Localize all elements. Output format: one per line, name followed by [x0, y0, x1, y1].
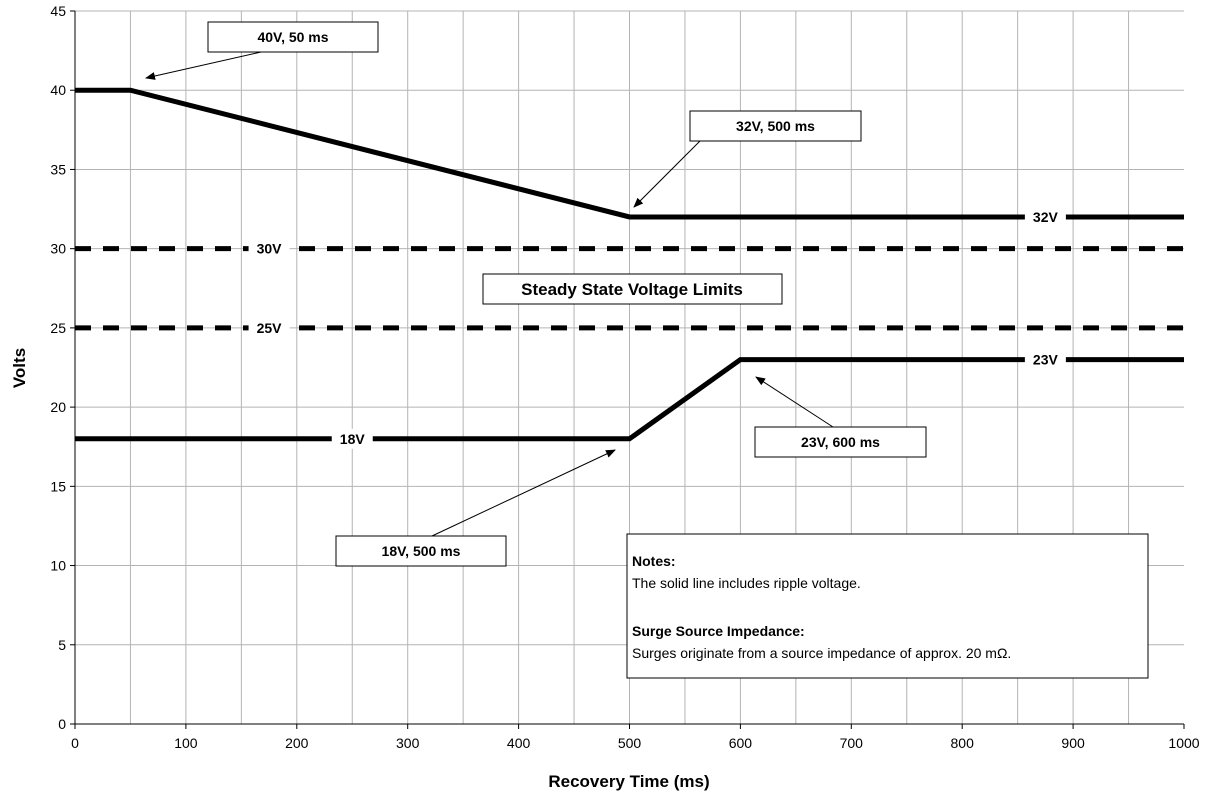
x-tick-label: 100	[174, 735, 198, 751]
y-tick-label: 5	[58, 637, 66, 653]
line-label-background	[331, 428, 373, 449]
x-tick-label: 200	[285, 735, 309, 751]
axes: 0 5 10 15 20 25 30 35 40 45 0 100 200 300 400 500 600 700…	[50, 3, 1199, 751]
line-label: 32V	[1033, 209, 1059, 225]
line-label: 23V	[1033, 352, 1059, 368]
callout-box	[754, 426, 927, 458]
callout-arrow	[633, 140, 701, 208]
y-tick-label: 30	[50, 241, 66, 257]
line-label: 30V	[257, 241, 283, 257]
x-axis-title: Recovery Time (ms)	[548, 772, 709, 791]
steady-state-label: Steady State Voltage Limits	[521, 280, 743, 299]
y-tick-label: 45	[50, 3, 66, 19]
notes-heading: Notes:	[632, 553, 676, 569]
callout-arrow	[431, 449, 616, 537]
line-label-background	[248, 238, 290, 259]
y-tick-label: 35	[50, 161, 66, 177]
x-tick-label: 700	[840, 735, 864, 751]
y-axis-title: Volts	[10, 348, 29, 388]
solid-voltage-line	[75, 87, 1184, 220]
steady-state-band: Steady State Voltage Limits	[482, 273, 783, 305]
x-tick-label: 400	[507, 735, 531, 751]
y-tick-label: 10	[50, 558, 66, 574]
line-labels: 32V 18V 23V 30V 25V	[248, 206, 1066, 449]
y-tick-label: 15	[50, 478, 66, 494]
callout-label: 18V, 500 ms	[382, 543, 461, 559]
y-tick-label: 0	[58, 716, 66, 732]
x-tick-label: 300	[396, 735, 420, 751]
x-tick-label: 900	[1061, 735, 1085, 751]
callout-box	[207, 21, 379, 53]
notes-line-ripple: The solid line includes ripple voltage.	[632, 575, 861, 591]
callout-label: 40V, 50 ms	[257, 29, 328, 45]
callout-arrow	[755, 376, 834, 428]
y-tick-label: 25	[50, 320, 66, 336]
callout-box	[689, 110, 862, 142]
callout-label: 23V, 600 ms	[801, 434, 880, 450]
line-label-background	[1024, 349, 1066, 370]
callout-arrow	[145, 51, 262, 80]
line-label: 18V	[340, 431, 366, 447]
steady-state-box	[482, 273, 783, 305]
notes-box: Notes: The solid line includes ripple vo…	[626, 533, 1149, 679]
x-tick-label: 500	[618, 735, 642, 751]
notes-frame	[626, 533, 1149, 679]
callout-box	[335, 535, 507, 567]
notes-heading-impedance: Surge Source Impedance:	[632, 623, 805, 639]
line-label: 25V	[257, 320, 283, 336]
x-tick-label: 0	[71, 735, 79, 751]
notes-line-impedance: Surges originate from a source impedance…	[632, 645, 1011, 661]
y-tick-label: 20	[50, 399, 66, 415]
line-label-background	[1024, 206, 1066, 227]
callouts: 40V, 50 ms 32V, 500 ms 23V, 600 ms 18V, 500…	[145, 21, 927, 567]
line-label-background	[248, 317, 290, 338]
x-tick-label: 800	[951, 735, 975, 751]
x-tick-label: 1000	[1168, 735, 1199, 751]
callout-label: 32V, 500 ms	[736, 118, 815, 134]
x-tick-label: 600	[729, 735, 753, 751]
y-tick-label: 40	[50, 82, 66, 98]
